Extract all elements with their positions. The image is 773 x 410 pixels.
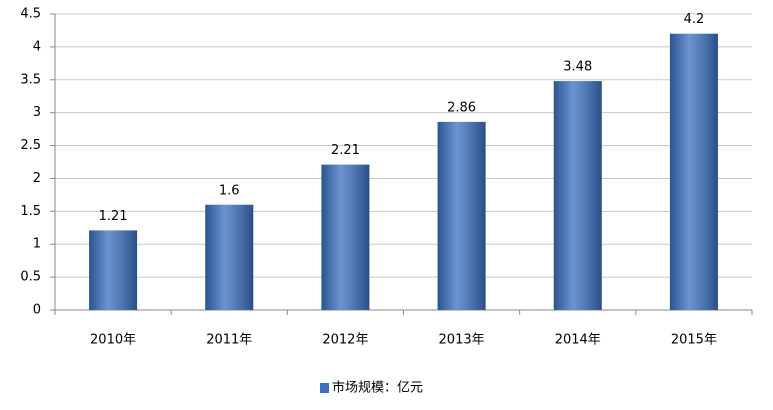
x-tick-label: 2012年 [322,333,368,348]
data-label: 2.21 [331,143,360,158]
data-label: 3.48 [563,60,592,75]
data-label: 2.86 [447,100,476,115]
x-tick-label: 2015年 [671,333,717,348]
y-tick-label: 2.5 [20,138,41,153]
bar-shading [553,81,602,311]
data-label: 4.2 [684,12,705,27]
data-label: 1.21 [99,209,128,224]
y-tick-label: 3.5 [20,72,41,87]
bar-shading [89,230,138,310]
bar-shading [321,164,370,310]
bar-shading [669,33,718,310]
legend-label: 市场规模：亿元 [332,380,423,396]
y-tick-label: 0 [33,303,41,318]
x-tick-label: 2010年 [90,333,136,348]
y-tick-label: 1 [33,237,41,252]
y-tick-label: 4.5 [20,7,41,22]
y-tick-label: 4 [33,39,41,54]
legend-swatch [320,383,329,393]
y-tick-label: 2 [33,171,41,186]
x-tick-label: 2013年 [439,333,485,348]
bar-shading [205,204,254,310]
bar-shading [437,121,486,311]
x-tick-label: 2011年 [206,333,252,348]
x-tick-label: 2014年 [555,333,601,348]
y-tick-label: 3 [33,105,41,120]
data-label: 1.6 [219,183,240,198]
y-tick-label: 0.5 [20,270,41,285]
y-tick-label: 1.5 [20,204,41,219]
